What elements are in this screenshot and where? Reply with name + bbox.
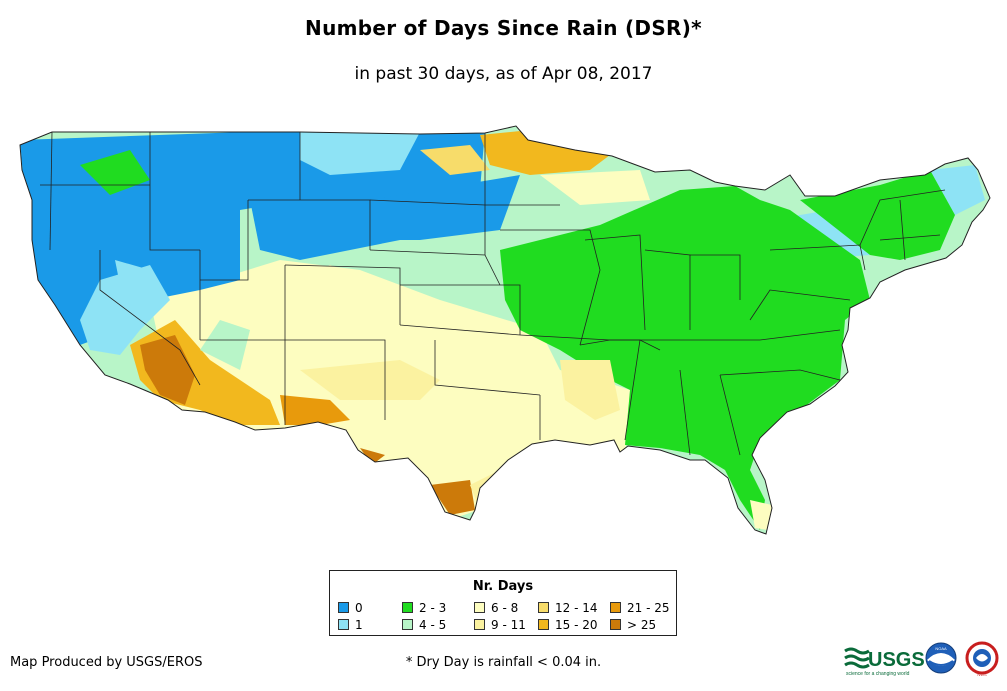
legend-swatch <box>402 619 413 630</box>
agency-logos: USGS science for a changing world NOAA N… <box>844 641 999 677</box>
legend-swatch <box>610 602 621 613</box>
legend-swatch <box>338 602 349 613</box>
legend-label: 2 - 3 <box>419 601 447 615</box>
map-credit: Map Produced by USGS/EROS <box>10 655 203 670</box>
legend-label: 21 - 25 <box>627 601 670 615</box>
legend-label: > 25 <box>627 618 657 632</box>
legend-label: 15 - 20 <box>555 618 598 632</box>
legend: Nr. Days 0 1 2 - 3 4 - 5 6 - 8 9 - 11 12 - 14 1… <box>329 570 677 636</box>
noaa-text: NOAA <box>935 646 947 651</box>
map-title: Number of Days Since Rain (DSR)* <box>305 16 702 40</box>
legend-label: 4 - 5 <box>419 618 447 632</box>
legend-swatch <box>474 602 485 613</box>
map-subtitle: in past 30 days, as of Apr 08, 2017 <box>354 64 653 84</box>
dry-day-note: * Dry Day is rainfall < 0.04 in. <box>405 655 602 670</box>
usgs-tagline: science for a changing world <box>846 671 910 677</box>
state-boundaries <box>40 131 946 456</box>
legend-swatch <box>610 619 621 630</box>
legend-label: 1 <box>355 618 363 632</box>
nws-text: NWS <box>977 672 987 677</box>
legend-swatch <box>402 602 413 613</box>
dsr-zones <box>20 126 990 534</box>
nws-logo: NWS <box>965 641 999 677</box>
legend-swatch <box>338 619 349 630</box>
usgs-logo: USGS science for a changing world <box>844 647 925 677</box>
legend-label: 0 <box>355 601 363 615</box>
usgs-text: USGS <box>868 649 925 671</box>
legend-label: 6 - 8 <box>491 601 519 615</box>
noaa-logo: NOAA <box>925 642 957 674</box>
legend-label: 9 - 11 <box>491 618 526 632</box>
legend-swatch <box>538 602 549 613</box>
legend-title: Nr. Days <box>472 579 534 594</box>
legend-label: 12 - 14 <box>555 601 598 615</box>
legend-swatch <box>538 619 549 630</box>
legend-swatch <box>474 619 485 630</box>
